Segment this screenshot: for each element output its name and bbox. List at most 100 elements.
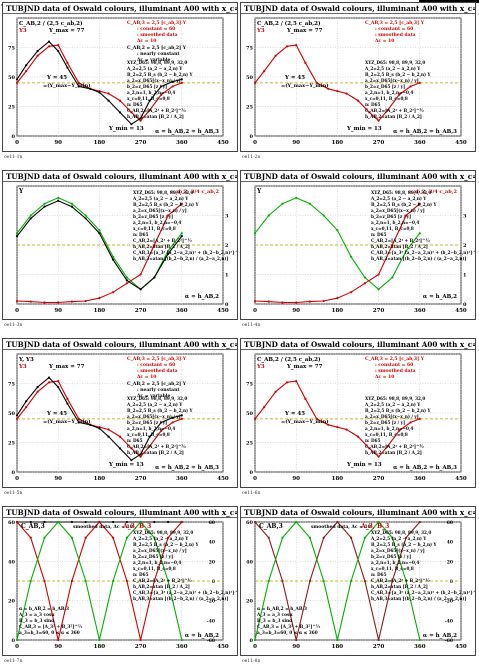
series-point	[57, 44, 60, 47]
series-point	[409, 85, 412, 88]
series-point	[363, 579, 366, 583]
x-tick-label: 0	[15, 644, 19, 650]
series-point	[148, 99, 151, 102]
y3-label: Y3	[18, 364, 27, 370]
series-point	[139, 638, 142, 642]
series-point	[180, 414, 183, 417]
ymin-label: Y_min = 13	[346, 126, 382, 132]
x-tick-label: 180	[332, 308, 344, 314]
x-tick-label: 180	[332, 476, 344, 482]
series-point	[398, 93, 401, 96]
series-point	[153, 520, 156, 524]
formula-label: α = h_AB,2 = h_AB,3	[257, 607, 307, 612]
series-point	[160, 93, 163, 96]
series-point	[386, 108, 389, 112]
formula-line: b_2=z_D65 [z / y]	[365, 420, 405, 425]
formula-line: a_2,n=1, b_2,n=−0,4	[127, 90, 175, 95]
smoothed-label: : smoothed data	[137, 32, 178, 38]
panel-title: TUBJND data of Oswald colours, illuminan…	[3, 339, 237, 350]
dc-label: Δc = 10	[137, 374, 156, 380]
x-tick-label: 180	[94, 308, 106, 314]
formula-line: B_2=2,5 B_s (b_2 − b_2,n) Y	[371, 542, 437, 547]
series-point	[15, 299, 19, 303]
chart-panel: TUBJND data of Oswald colours, illuminan…	[240, 506, 476, 664]
alpha-label: α = h_AB,2 = h_AB,3	[155, 465, 219, 471]
formula-line: n: D65	[127, 102, 143, 107]
formula-line: h_AB,2=atan [B_2 / A_2]	[371, 584, 428, 589]
legend-label: c_ab,2, 3/4 c_ab,2	[170, 189, 220, 195]
y-tick-label: 0	[12, 134, 16, 140]
panel-title: TUBJND data of Oswald colours, illuminan…	[241, 507, 475, 518]
series-point	[153, 536, 156, 539]
series-point	[180, 638, 183, 642]
formula-label: C_AB,3 = [A_3² + B_3²]^½	[19, 624, 83, 630]
formula-line: B_2=2,5 B_s (b_2 − b_2,n) Y	[371, 202, 437, 207]
x-tick-label: 180	[94, 476, 106, 482]
formula-line: a_2=x_D65[(x−x_n) / y]	[133, 208, 187, 213]
series-point	[281, 579, 284, 583]
series-point	[180, 417, 183, 420]
series-point	[153, 276, 156, 279]
series-point	[98, 297, 101, 300]
y-tick-label: 20	[246, 599, 253, 605]
x-tick-label: 90	[54, 476, 62, 482]
series-point	[377, 638, 380, 642]
series-point	[139, 453, 142, 456]
series-point	[107, 99, 110, 102]
series-point	[29, 214, 32, 217]
series-point	[125, 536, 128, 539]
series-point	[153, 243, 156, 247]
series-point	[84, 299, 87, 303]
series-point	[171, 416, 174, 419]
series-point	[391, 276, 394, 279]
y-tick-label: 0	[250, 638, 254, 644]
y-tick-label: 20	[8, 599, 15, 605]
series-point	[139, 119, 142, 122]
x-tick-label: 0	[253, 140, 257, 146]
series-point	[295, 196, 298, 199]
formula-line: XYZ_D65: 98,8, 89,9, 32,0	[365, 396, 425, 401]
series-point	[267, 300, 270, 303]
series-point	[57, 638, 60, 642]
series-point	[57, 199, 60, 202]
series-point	[368, 111, 371, 114]
series-point	[418, 202, 421, 205]
series-point	[130, 459, 133, 462]
ymin-label: Y_min = 13	[346, 462, 382, 468]
series-point	[171, 80, 174, 83]
chart-panel: TUBJND data of Oswald colours, illuminan…	[240, 170, 476, 328]
series-point	[336, 520, 339, 524]
nearly-label: : nearly constant	[137, 51, 180, 57]
ymin-label: Y_min = 13	[108, 462, 144, 468]
y-tick-label: 60	[246, 520, 253, 526]
series-point	[98, 638, 101, 642]
formula-line: a_2=x_D65[(x−x_n) / y]	[133, 548, 187, 553]
chart-panel: TUBJND data of Oswald colours, illuminan…	[2, 506, 238, 664]
series-point	[15, 78, 19, 81]
formula-line: B_2=2,5 B_s (b_2 − b_2,n) Y	[127, 72, 193, 77]
formula-line: a_2,n=1, b_2,n=−0,4	[365, 426, 413, 431]
x-tick-label: 270	[373, 476, 385, 482]
formula-label: C_AB,3 = [A_3² + B_3²]^½	[257, 624, 321, 630]
formula-label: a_3=b_3=60, 0 ≤ α ≤ 360	[257, 631, 318, 636]
x-tick-label: 90	[292, 308, 300, 314]
formula-line: n: D65	[133, 572, 149, 577]
formula-line: a_2,n=1, b_2,n=−0,4	[371, 560, 419, 565]
formula-line: A_2=2,5 (a_2 − a_2,n) Y	[370, 196, 427, 201]
series-point	[25, 406, 28, 409]
formula-line: x_c=0,11, B_c=0,8	[365, 432, 408, 437]
y-axis-label: C_AB,2 / (2,5 c_ab,2)	[257, 356, 321, 363]
series-point	[267, 579, 270, 583]
formula-line: C_AB,3={a_3² (a_2−a_2,n)² + (b_2−b_2,n)²…	[371, 250, 475, 255]
series-point	[43, 520, 46, 524]
series-point	[107, 428, 110, 431]
smoothed-label: : smoothed data	[137, 368, 178, 374]
series-point	[70, 205, 74, 208]
y-tick-label: 50	[8, 75, 15, 81]
series-point	[36, 390, 39, 393]
series-point	[84, 214, 87, 217]
dc-label: Δc = 10	[375, 38, 394, 44]
y-tick-label: 25	[246, 441, 253, 447]
series-point	[98, 427, 101, 430]
formula-line: h_AB,2=atan [B_2 / A_2]	[365, 450, 422, 455]
